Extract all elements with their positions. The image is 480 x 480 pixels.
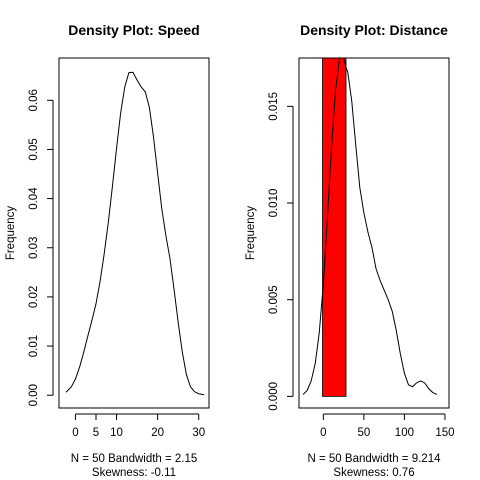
x-tick-label: 5 — [93, 427, 99, 439]
y-axis-label: Frequency — [245, 206, 257, 261]
y-tick-label: 0.010 — [268, 189, 280, 218]
density-line — [302, 57, 438, 395]
y-axis-label: Frequency — [5, 206, 17, 261]
skewness-label: Skewness: -0.11 — [92, 467, 176, 479]
density-line — [65, 71, 205, 396]
y-tick-label: 0.05 — [28, 138, 40, 160]
x-tick-label: 30 — [192, 427, 205, 439]
skewness-label: Skewness: 0.76 — [333, 467, 414, 479]
y-tick-label: 0.06 — [28, 89, 40, 111]
y-tick-label: 0.01 — [28, 335, 40, 357]
x-tick-label: 150 — [435, 427, 454, 439]
distance-density-panel: Density Plot: Distance 0 50 100 150 0.000 0.00… — [245, 22, 455, 479]
chart-title: Density Plot: Distance — [300, 22, 448, 38]
x-tick-label: 0 — [72, 427, 78, 439]
sample-info-label: N = 50 Bandwidth = 2.15 — [71, 453, 198, 465]
y-tick-label: 0.02 — [28, 286, 40, 308]
plot-frame — [58, 57, 210, 409]
y-tick-label: 0.00 — [28, 384, 40, 406]
chart-title: Density Plot: Speed — [68, 22, 199, 38]
speed-density-panel: Density Plot: Speed 0 5 10 20 30 0.00 0.01 0.02 0… — [5, 22, 210, 479]
y-tick-label: 0.000 — [268, 382, 280, 411]
x-tick-label: 0 — [320, 427, 326, 439]
y-tick-label: 0.015 — [268, 92, 280, 121]
y-tick-label: 0.04 — [28, 187, 40, 210]
y-tick-label: 0.005 — [268, 285, 280, 314]
sample-info-label: N = 50 Bandwidth = 9.214 — [308, 453, 442, 465]
x-tick-label: 10 — [110, 427, 123, 439]
x-tick-label: 100 — [395, 427, 414, 439]
x-tick-label: 50 — [357, 427, 370, 439]
x-tick-label: 20 — [151, 427, 164, 439]
plot-frame — [298, 57, 450, 409]
y-tick-label: 0.03 — [28, 237, 40, 259]
